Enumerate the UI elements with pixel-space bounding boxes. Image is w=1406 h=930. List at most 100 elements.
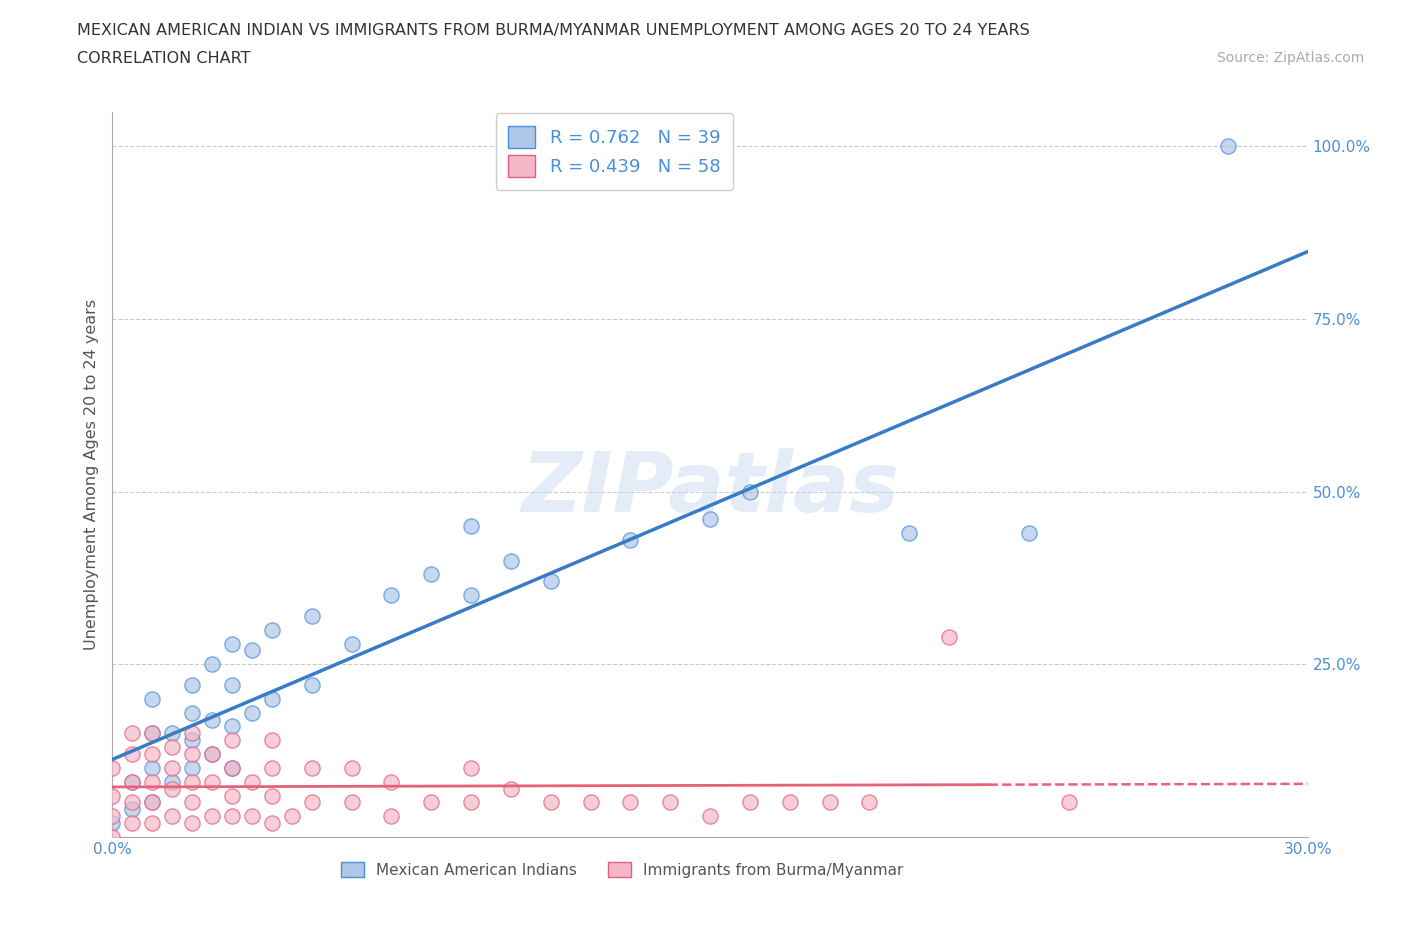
Text: Source: ZipAtlas.com: Source: ZipAtlas.com [1216, 51, 1364, 65]
Point [460, 761, 482, 776]
Point [162, 739, 183, 754]
Point [162, 809, 183, 824]
Point [1057, 795, 1080, 810]
Point [540, 574, 562, 589]
Point [221, 761, 243, 776]
Point [898, 525, 921, 540]
Point [181, 678, 204, 693]
Point [260, 622, 283, 637]
Point [260, 733, 283, 748]
Point [181, 795, 204, 810]
Point [181, 726, 204, 741]
Point [201, 657, 224, 671]
Text: CORRELATION CHART: CORRELATION CHART [77, 51, 250, 66]
Point [340, 795, 363, 810]
Point [181, 747, 204, 762]
Point [619, 795, 641, 810]
Point [121, 816, 143, 830]
Point [162, 761, 183, 776]
Point [201, 747, 224, 762]
Point [201, 775, 224, 790]
Point [141, 795, 163, 810]
Point [162, 781, 183, 796]
Point [221, 761, 243, 776]
Point [1018, 525, 1040, 540]
Point [162, 726, 183, 741]
Point [121, 747, 143, 762]
Point [221, 788, 243, 803]
Point [141, 726, 163, 741]
Point [818, 795, 841, 810]
Point [221, 733, 243, 748]
Point [221, 678, 243, 693]
Point [301, 678, 323, 693]
Point [499, 553, 522, 568]
Point [540, 795, 562, 810]
Point [301, 795, 323, 810]
Point [659, 795, 682, 810]
Point [201, 747, 224, 762]
Text: MEXICAN AMERICAN INDIAN VS IMMIGRANTS FROM BURMA/MYANMAR UNEMPLOYMENT AMONG AGES: MEXICAN AMERICAN INDIAN VS IMMIGRANTS FR… [77, 23, 1031, 38]
Point [301, 761, 323, 776]
Point [1216, 139, 1239, 153]
Point [141, 816, 163, 830]
Point [380, 775, 402, 790]
Point [121, 726, 143, 741]
Point [858, 795, 880, 810]
Point [101, 809, 124, 824]
Point [141, 775, 163, 790]
Point [281, 809, 304, 824]
Point [779, 795, 801, 810]
Point [121, 775, 143, 790]
Point [460, 795, 482, 810]
Point [340, 636, 363, 651]
Text: ZIPatlas: ZIPatlas [522, 448, 898, 529]
Legend: Mexican American Indians, Immigrants from Burma/Myanmar: Mexican American Indians, Immigrants fro… [335, 856, 910, 884]
Point [141, 691, 163, 706]
Point [181, 761, 204, 776]
Point [181, 705, 204, 720]
Point [420, 567, 443, 582]
Point [240, 705, 263, 720]
Point [699, 809, 721, 824]
Point [201, 712, 224, 727]
Point [141, 761, 163, 776]
Point [260, 788, 283, 803]
Point [579, 795, 602, 810]
Point [181, 733, 204, 748]
Point [380, 588, 402, 603]
Point [221, 719, 243, 734]
Point [101, 788, 124, 803]
Point [420, 795, 443, 810]
Point [619, 533, 641, 548]
Point [141, 795, 163, 810]
Point [141, 726, 163, 741]
Point [499, 781, 522, 796]
Point [240, 775, 263, 790]
Point [162, 775, 183, 790]
Point [121, 795, 143, 810]
Point [260, 691, 283, 706]
Point [101, 816, 124, 830]
Point [738, 485, 761, 499]
Point [460, 519, 482, 534]
Point [221, 636, 243, 651]
Point [181, 816, 204, 830]
Point [340, 761, 363, 776]
Y-axis label: Unemployment Among Ages 20 to 24 years: Unemployment Among Ages 20 to 24 years [83, 299, 98, 650]
Point [141, 747, 163, 762]
Point [260, 761, 283, 776]
Point [380, 809, 402, 824]
Point [121, 775, 143, 790]
Point [240, 643, 263, 658]
Point [738, 795, 761, 810]
Point [260, 816, 283, 830]
Point [301, 608, 323, 623]
Point [460, 588, 482, 603]
Point [121, 802, 143, 817]
Point [240, 809, 263, 824]
Point [938, 630, 960, 644]
Point [101, 761, 124, 776]
Point [221, 809, 243, 824]
Point [101, 830, 124, 844]
